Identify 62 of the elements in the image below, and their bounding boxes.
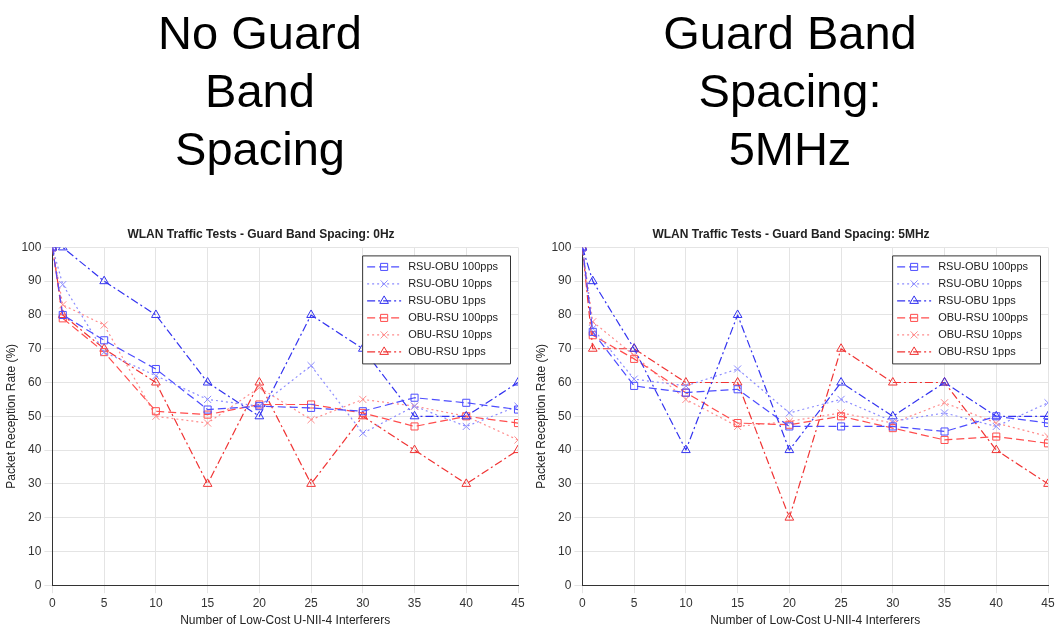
chart-title: Guard Band Spacing: 5MHz xyxy=(662,5,918,177)
y-tick-label: 10 xyxy=(28,543,42,558)
legend-label: RSU-OBU 100pps xyxy=(408,259,499,272)
y-tick-label: 100 xyxy=(21,239,42,254)
x-tick-label: 15 xyxy=(730,595,745,610)
y-axis-title: Packet Reception Rate (%) xyxy=(533,343,548,489)
x-tick-label: 25 xyxy=(834,595,849,610)
y-tick-label: 70 xyxy=(558,341,572,356)
legend-label: RSU-OBU 1pps xyxy=(938,293,1017,306)
x-tick-label: 30 xyxy=(886,595,900,610)
x-tick-label: 0 xyxy=(579,595,587,610)
legend-label: OBU-RSU 1pps xyxy=(408,344,487,357)
y-tick-label: 10 xyxy=(558,543,572,558)
y-tick-label: 60 xyxy=(28,374,42,389)
y-tick-label: 40 xyxy=(28,442,42,457)
legend-label: RSU-OBU 100pps xyxy=(938,259,1029,272)
x-tick-label: 30 xyxy=(356,595,370,610)
y-tick-label: 30 xyxy=(558,476,572,491)
legend-label: OBU-RSU 1pps xyxy=(938,344,1017,357)
x-tick-label: 15 xyxy=(200,595,215,610)
x-tick-label: 45 xyxy=(511,595,525,610)
x-axis-title: Number of Low-Cost U-NII-4 Interferers xyxy=(710,613,921,628)
legend-label: OBU-RSU 10pps xyxy=(408,327,493,340)
y-tick-label: 20 xyxy=(28,509,42,524)
x-tick-label: 5 xyxy=(630,595,638,610)
x-tick-label: 35 xyxy=(407,595,422,610)
x-tick-label: 20 xyxy=(782,595,797,610)
legend-label: OBU-RSU 100pps xyxy=(408,310,499,323)
legend-label: RSU-OBU 1pps xyxy=(408,293,487,306)
y-tick-label: 0 xyxy=(34,577,42,592)
x-axis-title: Number of Low-Cost U-NII-4 Interferers xyxy=(180,613,391,628)
y-tick-label: 90 xyxy=(28,273,42,288)
y-tick-label: 90 xyxy=(558,273,572,288)
y-tick-label: 0 xyxy=(564,577,572,592)
x-tick-label: 35 xyxy=(937,595,952,610)
y-tick-label: 70 xyxy=(28,341,42,356)
x-tick-label: 40 xyxy=(989,595,1004,610)
legend-label: RSU-OBU 10pps xyxy=(938,276,1023,289)
chart-subtitle: WLAN Traffic Tests - Guard Band Spacing: 5MHz xyxy=(652,226,930,241)
chart-title: No Guard Band Spacing xyxy=(157,5,363,177)
legend-label: RSU-OBU 10pps xyxy=(408,276,493,289)
y-tick-label: 50 xyxy=(558,408,572,423)
x-tick-label: 20 xyxy=(252,595,267,610)
x-tick-label: 5 xyxy=(100,595,108,610)
x-tick-label: 40 xyxy=(459,595,474,610)
y-axis-title: Packet Reception Rate (%) xyxy=(3,343,18,489)
x-tick-label: 45 xyxy=(1041,595,1055,610)
chart-subtitle: WLAN Traffic Tests - Guard Band Spacing: 0Hz xyxy=(127,226,395,241)
y-tick-label: 50 xyxy=(28,408,42,423)
legend-label: OBU-RSU 100pps xyxy=(938,310,1029,323)
y-tick-label: 30 xyxy=(28,476,42,491)
y-tick-label: 80 xyxy=(558,307,572,322)
x-tick-label: 10 xyxy=(149,595,163,610)
y-tick-label: 60 xyxy=(558,374,572,389)
y-tick-label: 20 xyxy=(558,509,572,524)
x-tick-label: 10 xyxy=(679,595,693,610)
y-tick-label: 100 xyxy=(551,239,572,254)
x-tick-label: 0 xyxy=(49,595,57,610)
x-tick-label: 25 xyxy=(304,595,319,610)
legend-label: OBU-RSU 10pps xyxy=(938,327,1023,340)
y-tick-label: 40 xyxy=(558,442,572,457)
y-tick-label: 80 xyxy=(28,307,42,322)
